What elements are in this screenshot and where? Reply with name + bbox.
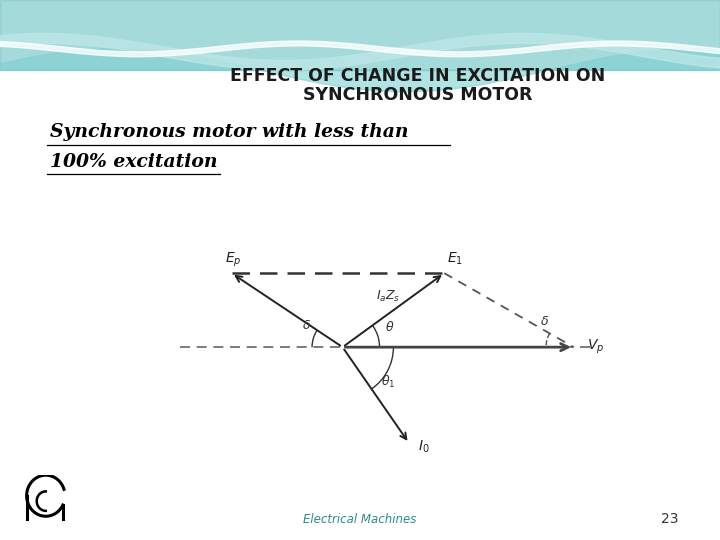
Text: $\delta$: $\delta$: [302, 319, 311, 332]
Text: $V_p$: $V_p$: [587, 338, 604, 356]
Text: Electrical Machines: Electrical Machines: [303, 513, 417, 526]
Text: SYNCHRONOUS MOTOR: SYNCHRONOUS MOTOR: [303, 85, 532, 104]
Text: $\theta_1$: $\theta_1$: [382, 374, 396, 390]
Text: Synchronous motor with less than: Synchronous motor with less than: [50, 123, 409, 141]
Text: $\theta$: $\theta$: [385, 320, 395, 334]
Text: $E_1$: $E_1$: [447, 251, 464, 267]
Text: $E_p$: $E_p$: [225, 251, 242, 269]
Text: $I_aZ_s$: $I_aZ_s$: [376, 288, 400, 303]
Text: $\delta$: $\delta$: [541, 315, 549, 328]
Text: EFFECT OF CHANGE IN EXCITATION ON: EFFECT OF CHANGE IN EXCITATION ON: [230, 66, 606, 85]
Text: 23: 23: [661, 512, 678, 526]
Text: $I_0$: $I_0$: [418, 438, 430, 455]
Text: 100% excitation: 100% excitation: [50, 153, 218, 171]
